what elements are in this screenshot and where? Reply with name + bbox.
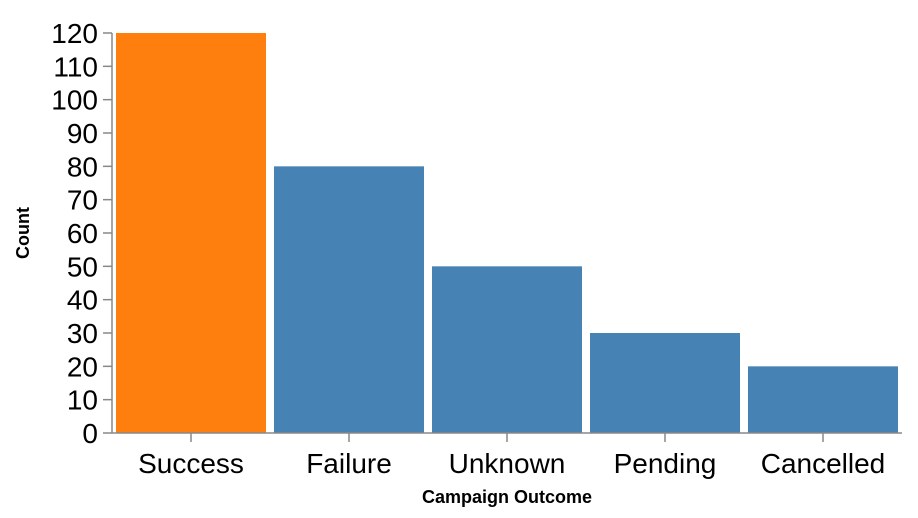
bar-pending <box>590 333 740 433</box>
x-tick-label: Success <box>138 448 244 479</box>
y-tick-label: 80 <box>67 151 98 182</box>
bar-cancelled <box>748 366 898 433</box>
bar-success <box>116 33 266 433</box>
y-tick-label: 110 <box>53 51 98 82</box>
y-tick-label: 100 <box>51 85 98 116</box>
x-tick-label: Cancelled <box>761 448 886 479</box>
y-tick-label: 30 <box>67 318 98 349</box>
y-tick-label: 120 <box>51 18 98 49</box>
bar-unknown <box>432 266 582 433</box>
x-axis-title: Campaign Outcome <box>422 487 592 507</box>
bars <box>116 33 898 434</box>
y-tick-label: 0 <box>82 418 98 449</box>
y-tick-label: 70 <box>67 185 98 216</box>
y-tick-label: 90 <box>67 118 98 149</box>
x-tick-label: Failure <box>306 448 392 479</box>
bar-failure <box>274 166 424 434</box>
x-axis-ticks: Success Failure Unknown Pending Cancelled <box>138 433 885 479</box>
y-tick-label: 50 <box>67 251 98 282</box>
y-tick-label: 20 <box>67 351 98 382</box>
x-tick-label: Unknown <box>449 448 566 479</box>
x-tick-label: Pending <box>614 448 717 479</box>
y-axis-title: Count <box>13 207 33 259</box>
y-tick-label: 10 <box>67 385 98 416</box>
y-tick-label: 40 <box>67 285 98 316</box>
y-tick-label: 60 <box>67 218 98 249</box>
